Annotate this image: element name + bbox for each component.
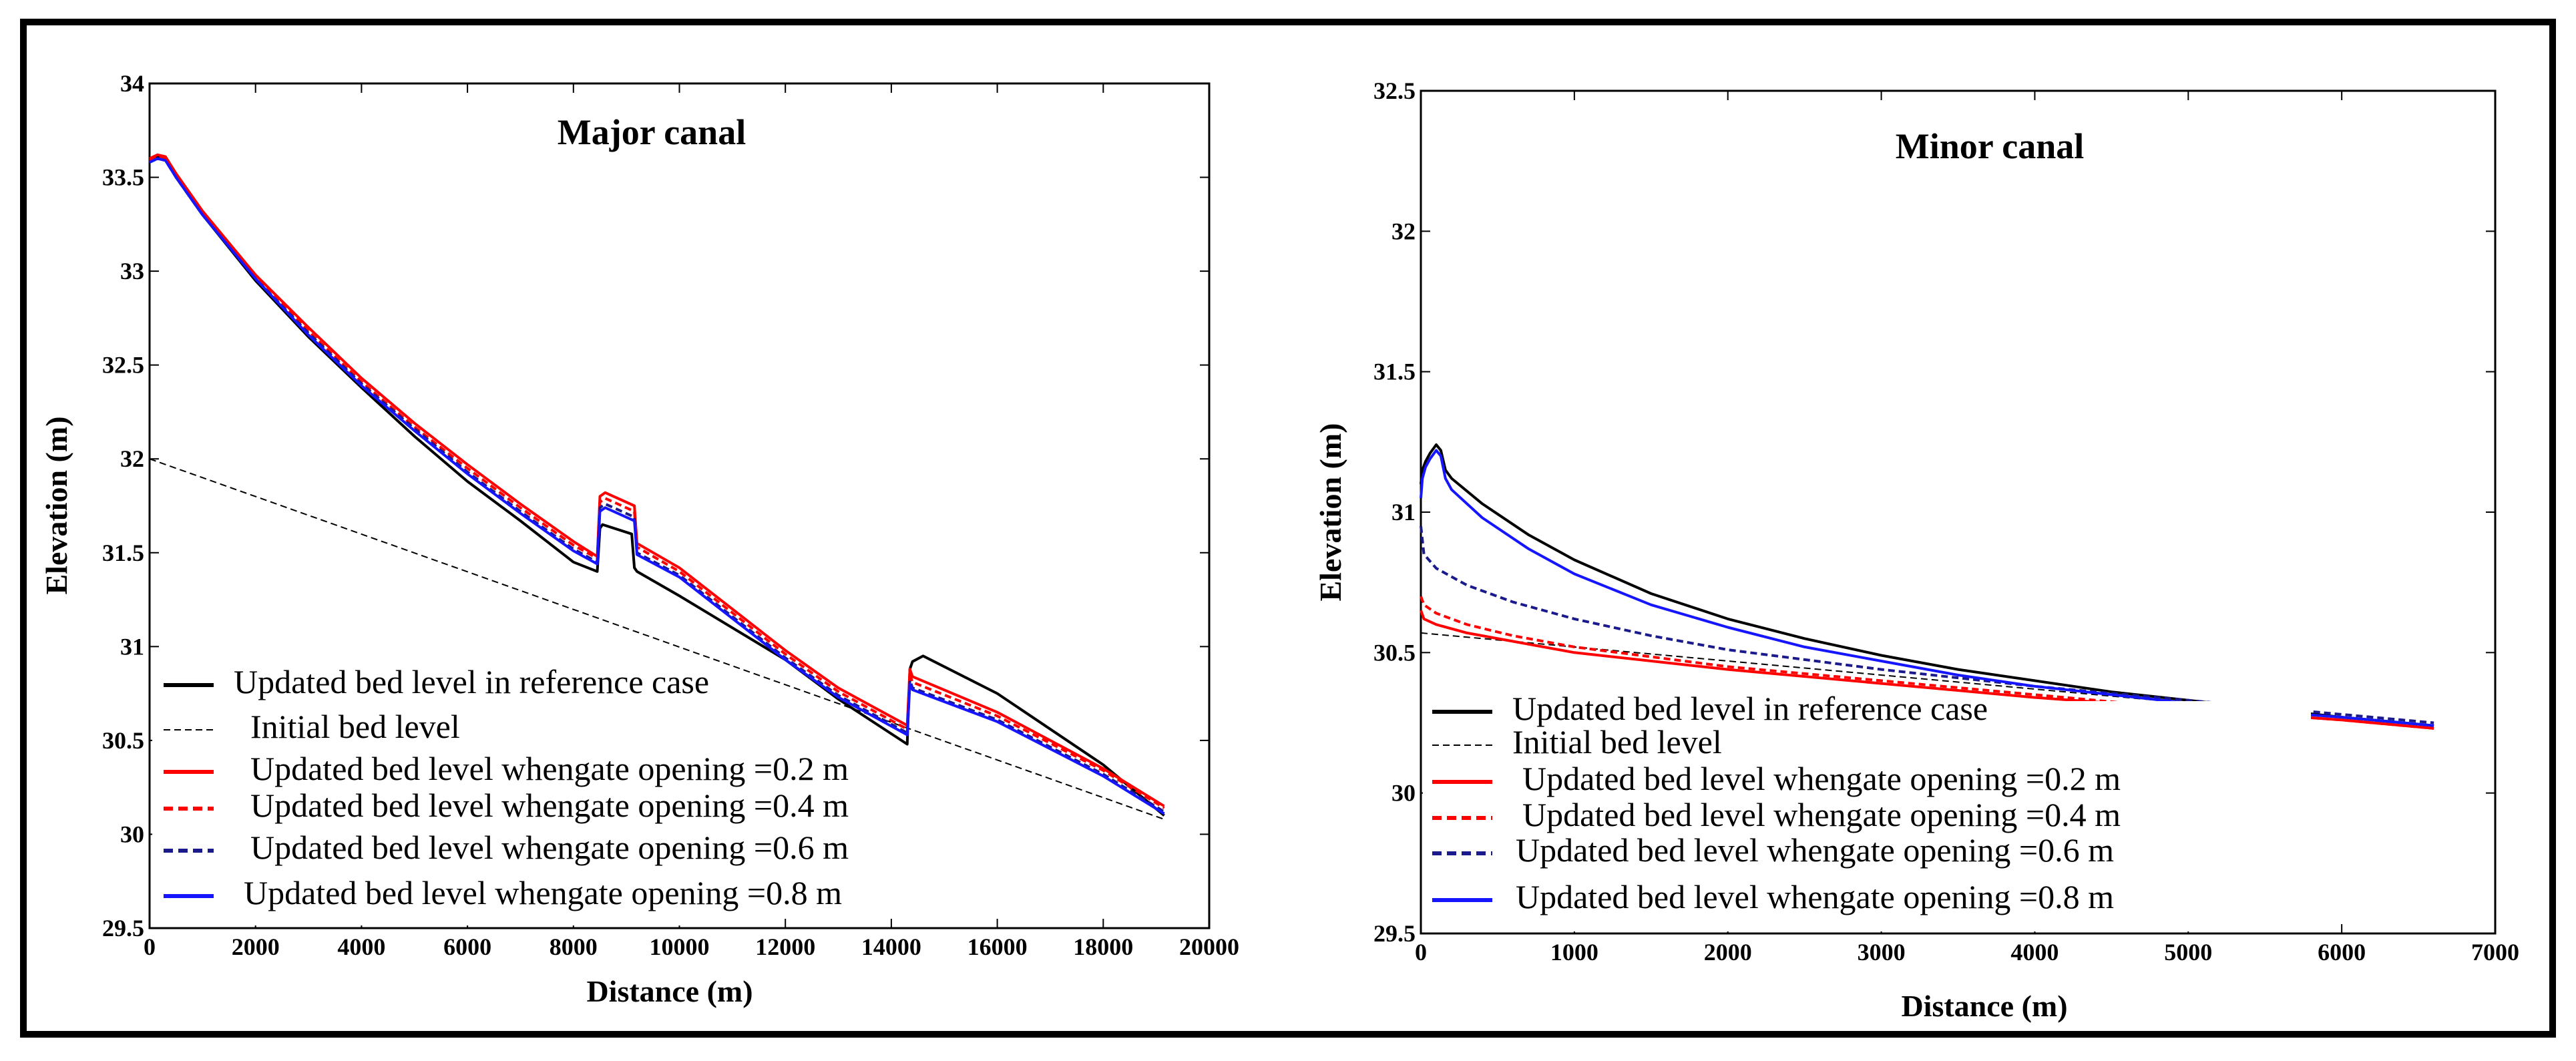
major-series-1 [149, 458, 1164, 820]
major-series [148, 153, 1165, 820]
major-ticks: 0 2000 4000 6000 8000 10000 12000 14000 16000 180… [102, 70, 1239, 960]
minor-ytick-label: 30.5 [1373, 639, 1416, 666]
chart-minor-canal: 0 1000 2000 3000 4000 5000 6000 7000 29.5 30 30.5 3… [1313, 77, 2519, 1023]
minor-ytick-label: 32.5 [1373, 77, 1416, 104]
major-ytick-label: 33.5 [102, 164, 144, 191]
minor-series-5 [1420, 449, 2434, 727]
minor-ytick-label: 32 [1391, 218, 1416, 244]
minor-xtick-label: 3000 [1858, 939, 1906, 966]
major-xtick-label: 8000 [550, 933, 598, 960]
minor-ytick-label: 30 [1391, 780, 1416, 807]
major-ytick-label: 32.5 [102, 352, 144, 379]
major-series-5 [149, 157, 1165, 815]
minor-series-0 [1420, 443, 2434, 727]
major-legend-label: Updated bed level whengate opening =0.8 … [244, 874, 842, 911]
minor-ylabel: Elevation (m) [1313, 423, 1347, 601]
minor-legend-label: Updated bed level whengate opening =0.4 … [1522, 796, 2121, 833]
minor-legend-label: Updated bed level whengate opening =0.2 … [1522, 760, 2121, 797]
minor-legend-box [1423, 701, 2311, 931]
major-xtick-label: 6000 [443, 933, 491, 960]
major-xtick-label: 12000 [755, 933, 815, 960]
major-ylabel: Elevation (m) [39, 416, 73, 594]
major-ytick-label: 31 [120, 633, 144, 660]
major-legend-label: Updated bed level in reference case [234, 663, 709, 700]
major-ytick-label: 30 [120, 821, 144, 847]
major-xtick-label: 20000 [1179, 933, 1239, 960]
major-ytick-label: 31.5 [102, 540, 144, 566]
major-ytick-label: 32 [120, 445, 144, 472]
minor-legend-label: Updated bed level in reference case [1512, 690, 1988, 727]
minor-ytick-label: 31 [1391, 499, 1416, 525]
minor-series-4 [1420, 525, 2434, 724]
major-legend-label: Initial bed level [250, 708, 460, 745]
major-xtick-label: 16000 [968, 933, 1028, 960]
minor-ytick-label: 29.5 [1373, 920, 1416, 947]
major-xlabel: Distance (m) [586, 974, 753, 1008]
major-xtick-label: 14000 [861, 933, 921, 960]
major-legend-label: Updated bed level whengate opening =0.4 … [250, 787, 849, 824]
minor-ytick-label: 31.5 [1373, 359, 1416, 385]
minor-legend-label: Updated bed level whengate opening =0.6 … [1516, 831, 2114, 869]
minor-xtick-label: 5000 [2164, 939, 2212, 966]
major-legend: Updated bed level in reference case Initi… [152, 663, 849, 925]
chart-major-canal: 0 2000 4000 6000 8000 10000 12000 14000 16000 180… [39, 70, 1239, 1008]
minor-xtick-label: 6000 [2318, 939, 2366, 966]
major-legend-label: Updated bed level whengate opening =0.2 … [250, 750, 849, 787]
minor-xtick-label: 2000 [1704, 939, 1752, 966]
major-ytick-label: 33 [120, 258, 144, 284]
minor-xtick-label: 1000 [1550, 939, 1598, 966]
minor-xtick-label: 0 [1415, 939, 1427, 966]
major-ytick-label: 34 [120, 70, 144, 97]
major-ytick-label: 30.5 [102, 727, 144, 754]
major-xtick-label: 0 [144, 933, 156, 960]
major-legend-label: Updated bed level whengate opening =0.6 … [250, 829, 849, 866]
figure-border [20, 19, 2556, 1038]
minor-series [1420, 443, 2434, 730]
major-xtick-label: 4000 [337, 933, 385, 960]
minor-xtick-label: 4000 [2010, 939, 2059, 966]
major-xtick-label: 18000 [1073, 933, 1133, 960]
minor-ticks: 0 1000 2000 3000 4000 5000 6000 7000 29.5 30 30.5 3… [1373, 77, 2519, 966]
minor-xlabel: Distance (m) [1901, 989, 2067, 1023]
minor-legend: Updated bed level in reference caseIniti… [1423, 690, 2311, 931]
minor-legend-label: Updated bed level whengate opening =0.8 … [1516, 878, 2114, 915]
minor-xtick-label: 7000 [2471, 939, 2519, 966]
major-xtick-label: 10000 [650, 933, 710, 960]
major-ytick-label: 29.5 [102, 915, 144, 941]
major-legend-box [152, 688, 783, 925]
minor-legend-label: Initial bed level [1512, 723, 1722, 761]
minor-title: Minor canal [1896, 126, 2085, 166]
major-title: Major canal [558, 112, 746, 152]
major-xtick-label: 2000 [232, 933, 280, 960]
